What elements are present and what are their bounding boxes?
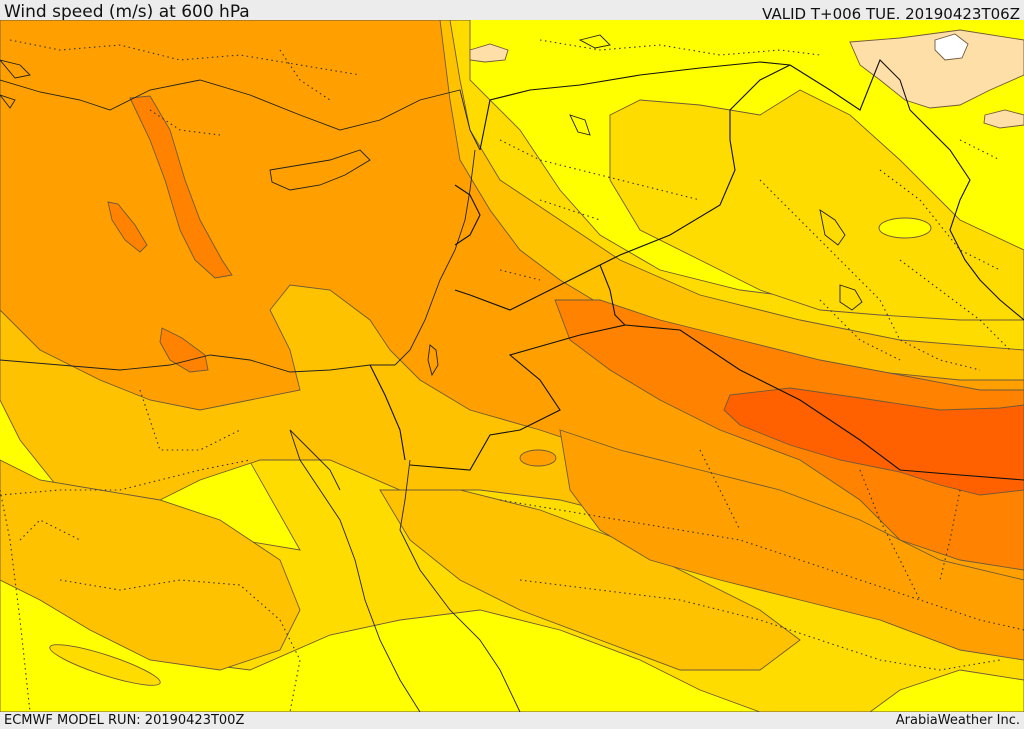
band-amber-center (379, 489, 801, 671)
admin-line-syria (499, 139, 701, 281)
band-gold-patch (49, 644, 161, 686)
band-light-patch (469, 43, 509, 63)
coastline-dead-sea (427, 344, 439, 377)
admin-line-iran (879, 139, 1011, 351)
admin-line-turkey (9, 39, 361, 136)
wind-speed-map (0, 20, 1024, 712)
coastline-lake (839, 284, 863, 311)
band-orange-lower (559, 429, 1024, 661)
band-calm-patch (934, 33, 969, 61)
border-turkey-syria (479, 61, 791, 151)
admin-line-iraq (759, 179, 981, 371)
band-dark-orange-streak (129, 95, 233, 279)
band-orange-patch (519, 449, 557, 467)
valid-time-label: VALID T+006 TUE. 20190423T06Z (762, 5, 1020, 23)
band-light-patch-2 (983, 109, 1024, 129)
coastline-turkey (0, 79, 481, 151)
band-dark-orange-blob (159, 327, 209, 373)
band-light-north (849, 29, 1024, 109)
band-red-orange (723, 387, 1024, 496)
band-dark-orange-small (107, 201, 148, 253)
admin-line-egypt (0, 389, 251, 541)
admin-line-libya (0, 489, 31, 712)
coastline-caspian (819, 209, 846, 246)
coastline-islands (0, 34, 611, 136)
admin-line-russia (539, 39, 821, 56)
band-yellow-patch (878, 217, 932, 239)
coastline-north-africa (0, 354, 395, 373)
map-title: Wind speed (m/s) at 600 hPa (4, 2, 250, 22)
coastline-red-sea-east (399, 459, 521, 712)
border-syria-jordan (454, 264, 601, 311)
border-syria-iraq (599, 64, 791, 266)
map-canvas (0, 20, 1024, 712)
credit-label: ArabiaWeather Inc. (895, 713, 1020, 728)
admin-line-saudi-1 (499, 499, 1024, 631)
admin-line-saudi-2 (519, 579, 1001, 671)
border-iraq-iran (789, 59, 1024, 321)
border-iraq-saudi (624, 324, 1024, 481)
border-lebanon-syria (454, 184, 481, 246)
band-gold-east (609, 89, 1024, 321)
coastline-red-sea-west (289, 429, 421, 712)
coastline-gulf-of-suez (289, 429, 341, 491)
coastline-cyprus (269, 149, 371, 191)
border-jordan-saudi (409, 264, 627, 471)
border-egypt-israel (369, 364, 406, 461)
admin-line-sudan (59, 579, 301, 712)
model-run-label: ECMWF MODEL RUN: 20190423T00Z (4, 713, 245, 728)
band-amber-south (0, 459, 301, 671)
admin-line-saudi-3 (699, 449, 961, 601)
band-yellow-southeast (869, 669, 1024, 712)
